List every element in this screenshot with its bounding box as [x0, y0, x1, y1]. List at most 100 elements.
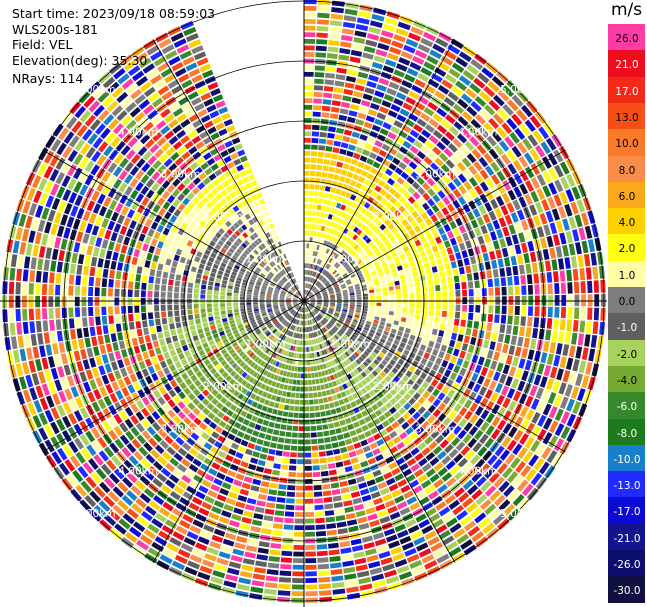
range-ring-label: 5.00km [500, 84, 540, 96]
colorbar-tick-label: 0.0 [618, 296, 636, 308]
radar-gate [316, 19, 330, 25]
radar-gate [144, 86, 156, 98]
radar-gate [527, 306, 534, 317]
radar-gate [351, 354, 474, 491]
radar-gate [304, 301, 404, 527]
radar-gate [192, 206, 295, 293]
radar-gate [146, 414, 156, 425]
radar-gate [278, 484, 287, 490]
radar-gate [327, 396, 379, 563]
radar-gate [359, 61, 450, 206]
radar-gate [236, 210, 301, 296]
radar-gate [171, 188, 181, 198]
radar-gate [321, 85, 334, 112]
radar-gate [144, 138, 155, 149]
radar-gate [173, 417, 212, 462]
radar-gate [249, 202, 298, 290]
radar-gate [313, 491, 326, 530]
radar-gate [211, 403, 263, 515]
radar-gate [60, 238, 126, 263]
radar-gate [146, 166, 156, 177]
range-ring-label: 3.00km [415, 169, 455, 181]
radar-gate [222, 415, 231, 423]
colorbar-swatch [608, 208, 645, 235]
radar-gate [387, 505, 398, 514]
radar-gate [212, 333, 219, 339]
colorbar-tick-label: -1.0 [616, 322, 638, 335]
radar-gate [315, 45, 327, 52]
radar-gate [342, 246, 563, 295]
azimuth-spoke [303, 300, 566, 453]
radar-gate [304, 505, 314, 511]
radar-gate [260, 330, 279, 350]
radar-gate [197, 439, 249, 545]
radar-gate [102, 158, 128, 181]
instrument-label: WLS200s-181 [12, 22, 98, 37]
radar-gate [168, 311, 220, 324]
radar-gate [304, 301, 362, 365]
radar-gate [183, 207, 212, 231]
radar-gate [480, 421, 490, 432]
radar-gate [454, 282, 461, 290]
radar-gate [226, 567, 240, 576]
radar-gate [175, 335, 250, 384]
radar-gate [41, 296, 47, 308]
radar-gate [149, 268, 298, 300]
radar-gate [175, 436, 185, 446]
radar-gate [109, 199, 118, 211]
radar-gate [468, 285, 527, 297]
radar-gate [351, 321, 358, 326]
radar-gate [312, 124, 320, 131]
radar-gate [110, 136, 121, 148]
radar-gate [4, 253, 24, 268]
radar-gate [142, 243, 149, 252]
radar-gate [207, 351, 264, 420]
radar-gate [389, 40, 404, 55]
radar-gate [218, 228, 304, 301]
radar-gate [9, 267, 16, 281]
radar-gate [378, 102, 413, 158]
radar-gate [412, 136, 480, 200]
colorbar-tick-label: 2.0 [618, 243, 636, 256]
radar-gate [413, 536, 426, 546]
radar-gate [62, 146, 73, 159]
radar-gate [417, 134, 427, 144]
radar-gate [529, 115, 542, 129]
radar-gate [28, 360, 36, 373]
radar-gate [103, 514, 117, 527]
radar-gate [507, 508, 520, 521]
radar-gate [146, 426, 157, 436]
radar-gate [235, 473, 245, 481]
radar-gate [374, 31, 437, 148]
radar-gate [132, 230, 286, 295]
radar-gate [504, 334, 511, 344]
radar-gate [304, 131, 312, 137]
radar-gate [111, 105, 300, 297]
radar-gate [58, 390, 67, 403]
radar-gate [84, 160, 128, 193]
radar-gate [89, 442, 153, 503]
radar-gate [194, 427, 204, 436]
radar-gate [158, 428, 168, 439]
radar-gate [188, 463, 199, 473]
radar-gate [204, 249, 304, 301]
radar-gate [107, 175, 277, 285]
radar-gate [436, 168, 446, 178]
radar-gate [103, 426, 140, 458]
radar-gate [284, 511, 295, 517]
radar-gate [87, 133, 114, 157]
radar-gate [344, 573, 357, 580]
radar-gate [133, 342, 153, 354]
radar-gate [179, 485, 197, 507]
radar-gate [51, 451, 63, 465]
radar-gate [448, 448, 459, 459]
radar-gate [240, 358, 275, 418]
radar-gate [304, 5, 317, 11]
radar-gate [462, 304, 468, 312]
radar-gate [479, 152, 558, 204]
radar-gate [520, 206, 567, 231]
radar-gate [366, 33, 380, 41]
elevation-label: Elevation(deg): 35.30 [12, 53, 148, 68]
radar-gate [261, 482, 279, 535]
radar-gate [93, 104, 105, 117]
